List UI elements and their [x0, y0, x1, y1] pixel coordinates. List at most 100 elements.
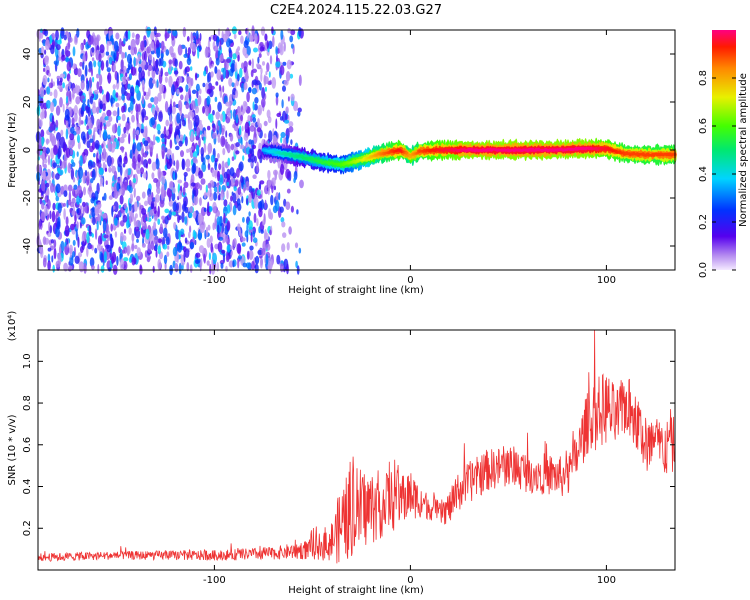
- spectrogram-noise-cell: [206, 238, 211, 248]
- spectrogram-noise-cell: [202, 106, 206, 114]
- spectrogram-noise-cell: [178, 140, 183, 147]
- spectrogram-noise-cell: [130, 46, 136, 56]
- spectrogram-noise-cell: [227, 173, 230, 179]
- spectrogram-noise-cell: [160, 189, 165, 201]
- spectrogram-noise-cell: [133, 187, 136, 194]
- spectrogram-noise-cell: [244, 230, 249, 238]
- spectrogram-noise-cell: [155, 193, 160, 203]
- spectrogram-noise-cell: [98, 53, 102, 63]
- spectrogram-noise-cell: [88, 35, 94, 45]
- spectrogram-noise-cell: [38, 119, 43, 128]
- spectrogram-noise-cell: [207, 163, 211, 171]
- spectrogram-noise-cell: [56, 132, 61, 142]
- spectrogram-noise-cell: [200, 257, 203, 268]
- spectrogram-noise-cell: [165, 236, 170, 246]
- spectrogram-noise-cell: [237, 54, 240, 62]
- spectrogram-noise-cell: [141, 243, 146, 248]
- spectrogram-noise-cell: [42, 236, 47, 246]
- spectrogram-noise-cell: [96, 118, 101, 130]
- spectrogram-noise-cell: [228, 112, 232, 119]
- spectrogram-noise-cell: [180, 150, 184, 158]
- spectrogram-noise-cell: [94, 190, 99, 201]
- spectrogram-noise-cell: [143, 91, 146, 96]
- spectrogram-noise-cell: [123, 228, 127, 234]
- spectrogram-noise-cell: [121, 94, 125, 101]
- spectrogram-noise-cell: [238, 161, 244, 172]
- spectrogram-noise-cell: [65, 120, 69, 129]
- spectrogram-noise-cell: [89, 244, 93, 249]
- spectrogram-noise-cell: [252, 174, 257, 179]
- spectrogram-noise-cell: [46, 168, 52, 181]
- spectrogram-noise-cell: [79, 196, 82, 204]
- spectrogram-noise-cell: [135, 35, 140, 46]
- spectrogram-noise-cell: [242, 46, 247, 56]
- colorbar-tick-label: 0.2: [698, 214, 709, 230]
- spectrogram-noise-cell: [194, 114, 200, 127]
- spectrogram-noise-cell: [160, 67, 163, 77]
- spectrogram-noise-cell: [121, 113, 126, 122]
- spectrogram-noise-cell: [100, 103, 103, 110]
- spectrogram-noise-cell: [114, 231, 118, 238]
- spectrogram-noise-cell: [58, 246, 62, 255]
- spectrogram-noise-cell: [287, 27, 291, 34]
- spectrogram-noise-cell: [52, 264, 55, 273]
- spectrogram-noise-cell: [290, 43, 294, 49]
- spectrogram-noise-cell: [68, 264, 73, 271]
- spectrogram-noise-cell: [56, 210, 59, 217]
- spectrogram-noise-cell: [236, 243, 242, 254]
- spectrogram-noise-cell: [186, 167, 191, 172]
- spectrogram-noise-cell: [275, 192, 279, 201]
- spectrogram-noise-cell: [129, 73, 132, 81]
- spectrogram-noise-cell: [241, 237, 246, 242]
- spectrogram-noise-cell: [69, 207, 73, 214]
- spectrogram-noise-cell: [298, 26, 302, 37]
- spectrogram-noise-cell: [105, 180, 108, 185]
- spectrogram-noise-cell: [220, 193, 224, 201]
- spectrogram-noise-cell: [179, 76, 183, 83]
- spectrogram-noise-cell: [190, 31, 193, 43]
- spectrogram-noise-cell: [110, 94, 113, 107]
- spectrogram-noise-cell: [148, 77, 154, 89]
- spectrogram-noise-cell: [65, 216, 69, 226]
- spectrogram-noise-cell: [235, 89, 239, 99]
- spectrogram-noise-cell: [203, 70, 207, 77]
- spectrogram-noise-cell: [67, 162, 72, 174]
- spectrogram-noise-cell: [255, 80, 261, 86]
- spectrogram-noise-cell: [150, 200, 155, 209]
- spectrogram-noise-cell: [89, 138, 94, 143]
- spectrogram-noise-cell: [39, 86, 45, 98]
- spectrogram-noise-cell: [111, 251, 117, 263]
- spectrogram-noise-cell: [111, 124, 116, 134]
- spectrogram-noise-cell: [52, 162, 58, 169]
- spectrogram-noise-cell: [144, 94, 149, 100]
- spectrogram-noise-cell: [171, 152, 175, 164]
- spectrogram-noise-cell: [96, 74, 100, 79]
- spectrogram-noise-cell: [215, 209, 220, 218]
- spectrogram-noise-cell: [207, 72, 210, 84]
- spectrogram-noise-cell: [120, 231, 124, 242]
- spectrogram-noise-cell: [176, 112, 181, 124]
- spectrogram-noise-cell: [274, 200, 280, 212]
- y-tick-label: 0.2: [22, 520, 33, 536]
- spectrogram-noise-cell: [159, 223, 163, 233]
- spectrogram-noise-cell: [266, 243, 271, 251]
- spectrogram-noise-cell: [73, 104, 78, 116]
- spectrogram-noise-cell: [190, 112, 195, 118]
- spectrogram-noise-cell: [177, 214, 180, 223]
- spectrogram-noise-cell: [166, 162, 172, 170]
- spectrogram-noise-cell: [49, 91, 53, 97]
- spectrogram-noise-cell: [236, 198, 241, 206]
- spectrogram-noise-cell: [94, 204, 99, 216]
- spectrogram-noise-cell: [102, 196, 105, 201]
- spectrogram-noise-cell: [147, 70, 151, 77]
- spectrogram-noise-cell: [248, 211, 251, 217]
- spectrogram-noise-cell: [219, 259, 225, 265]
- spectrogram-noise-cell: [205, 105, 210, 117]
- spectrogram-noise-cell: [73, 87, 78, 93]
- spectrogram-noise-cell: [47, 77, 50, 83]
- spectrogram-noise-cell: [68, 191, 72, 202]
- spectrogram-noise-cell: [226, 143, 231, 154]
- spectrogram-noise-cell: [76, 221, 79, 229]
- spectrogram-noise-cell: [152, 107, 156, 116]
- spectrogram-noise-cell: [235, 142, 240, 148]
